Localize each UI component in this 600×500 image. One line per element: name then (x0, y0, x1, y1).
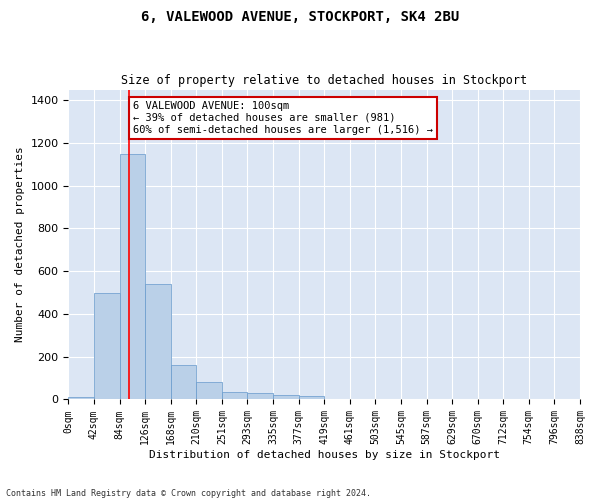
Text: 6 VALEWOOD AVENUE: 100sqm
← 39% of detached houses are smaller (981)
60% of semi: 6 VALEWOOD AVENUE: 100sqm ← 39% of detac… (133, 102, 433, 134)
Bar (119, 154, 145, 400)
Bar (196, 382, 222, 400)
X-axis label: Distribution of detached houses by size in Stockport: Distribution of detached houses by size … (149, 450, 500, 460)
Y-axis label: Number of detached properties: Number of detached properties (15, 146, 25, 342)
Bar (299, 396, 324, 400)
Text: 6, VALEWOOD AVENUE, STOCKPORT, SK4 2BU: 6, VALEWOOD AVENUE, STOCKPORT, SK4 2BU (141, 10, 459, 24)
Bar (94, 292, 119, 400)
Text: Contains HM Land Registry data © Crown copyright and database right 2024.: Contains HM Land Registry data © Crown c… (6, 488, 371, 498)
Bar (222, 392, 247, 400)
Title: Size of property relative to detached houses in Stockport: Size of property relative to detached ho… (121, 74, 527, 87)
Bar (171, 366, 196, 400)
Bar (247, 394, 273, 400)
Bar (68, 398, 94, 400)
Bar (145, 284, 171, 400)
Bar (273, 395, 299, 400)
